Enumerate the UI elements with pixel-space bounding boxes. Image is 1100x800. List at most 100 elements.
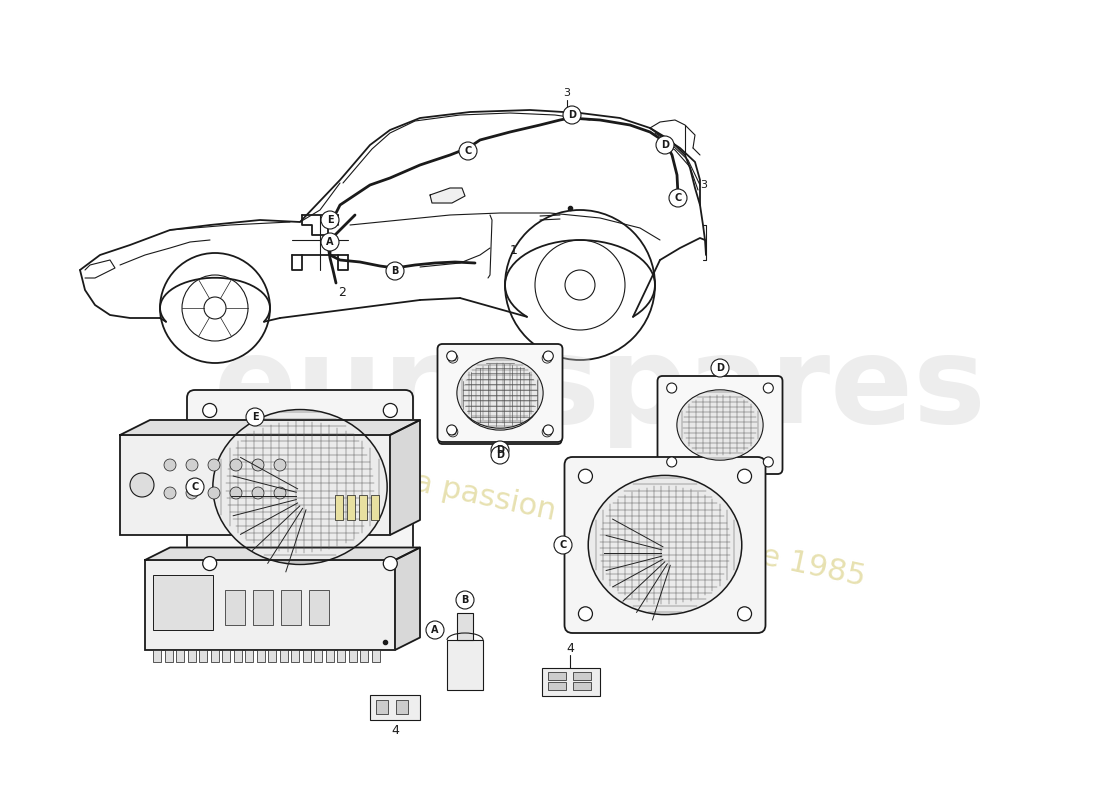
FancyBboxPatch shape <box>439 346 561 444</box>
Bar <box>153 650 161 662</box>
Bar <box>456 613 473 640</box>
Bar <box>199 650 207 662</box>
Circle shape <box>505 210 654 360</box>
Bar <box>359 495 367 520</box>
Text: D: D <box>496 445 504 455</box>
Circle shape <box>447 351 456 361</box>
Circle shape <box>456 591 474 609</box>
Circle shape <box>386 262 404 280</box>
Circle shape <box>202 403 217 418</box>
Circle shape <box>737 469 751 483</box>
FancyBboxPatch shape <box>658 376 782 474</box>
Bar <box>253 590 273 625</box>
Bar <box>279 650 287 662</box>
Circle shape <box>543 351 553 361</box>
Text: 4: 4 <box>566 642 574 654</box>
Bar <box>210 650 219 662</box>
Text: C: C <box>191 482 199 492</box>
Ellipse shape <box>588 475 741 614</box>
Bar <box>548 672 566 680</box>
Circle shape <box>186 459 198 471</box>
Text: E: E <box>252 412 258 422</box>
Polygon shape <box>145 547 420 560</box>
Bar <box>302 650 310 662</box>
Bar <box>280 590 301 625</box>
Circle shape <box>656 136 674 154</box>
Polygon shape <box>430 188 465 203</box>
Circle shape <box>230 459 242 471</box>
Circle shape <box>202 557 217 570</box>
Bar <box>346 495 355 520</box>
Text: C: C <box>674 193 682 203</box>
Circle shape <box>763 383 773 393</box>
Circle shape <box>711 359 729 377</box>
FancyBboxPatch shape <box>564 457 766 633</box>
Text: A: A <box>327 237 333 247</box>
Bar <box>548 682 566 690</box>
Bar <box>447 640 483 690</box>
Text: 2: 2 <box>338 286 345 298</box>
Circle shape <box>252 487 264 499</box>
Text: a passion for parts since 1985: a passion for parts since 1985 <box>411 468 869 592</box>
Circle shape <box>208 459 220 471</box>
Circle shape <box>252 459 264 471</box>
Polygon shape <box>395 547 420 650</box>
Polygon shape <box>390 420 420 535</box>
Circle shape <box>459 142 477 160</box>
Circle shape <box>246 408 264 426</box>
Circle shape <box>737 606 751 621</box>
Bar <box>268 650 276 662</box>
Circle shape <box>274 487 286 499</box>
Text: D: D <box>496 450 504 460</box>
Text: D: D <box>496 452 504 462</box>
Circle shape <box>208 487 220 499</box>
Ellipse shape <box>213 410 387 565</box>
Circle shape <box>321 211 339 229</box>
Circle shape <box>383 557 397 570</box>
Bar <box>396 700 408 714</box>
Circle shape <box>447 425 456 435</box>
Circle shape <box>563 106 581 124</box>
Bar <box>153 575 213 630</box>
Circle shape <box>579 469 593 483</box>
Text: D: D <box>661 140 669 150</box>
Bar <box>245 650 253 662</box>
Circle shape <box>274 459 286 471</box>
Circle shape <box>186 478 204 496</box>
Circle shape <box>667 383 676 393</box>
Bar <box>226 590 245 625</box>
Circle shape <box>491 441 509 459</box>
Ellipse shape <box>676 390 763 460</box>
Circle shape <box>186 487 198 499</box>
Circle shape <box>763 457 773 467</box>
Bar <box>370 695 420 720</box>
Bar <box>542 668 600 696</box>
Text: A: A <box>431 625 439 635</box>
Bar <box>233 650 242 662</box>
Bar <box>292 650 299 662</box>
Text: D: D <box>568 110 576 120</box>
Text: 4: 4 <box>392 723 399 737</box>
Circle shape <box>164 487 176 499</box>
Text: D: D <box>716 363 724 373</box>
Circle shape <box>321 233 339 251</box>
Bar <box>222 650 230 662</box>
Circle shape <box>383 403 397 418</box>
Text: C: C <box>464 146 472 156</box>
Bar <box>120 435 390 535</box>
Circle shape <box>667 457 676 467</box>
Ellipse shape <box>456 358 543 428</box>
Bar <box>573 682 591 690</box>
Circle shape <box>554 536 572 554</box>
Bar <box>256 650 264 662</box>
Bar <box>309 590 329 625</box>
Bar <box>372 650 379 662</box>
FancyBboxPatch shape <box>438 344 562 442</box>
Circle shape <box>230 487 242 499</box>
Circle shape <box>491 446 509 464</box>
Bar <box>314 650 322 662</box>
Text: eurospares: eurospares <box>213 331 987 449</box>
Bar <box>176 650 184 662</box>
Text: 1: 1 <box>510 243 518 257</box>
FancyBboxPatch shape <box>187 390 412 584</box>
